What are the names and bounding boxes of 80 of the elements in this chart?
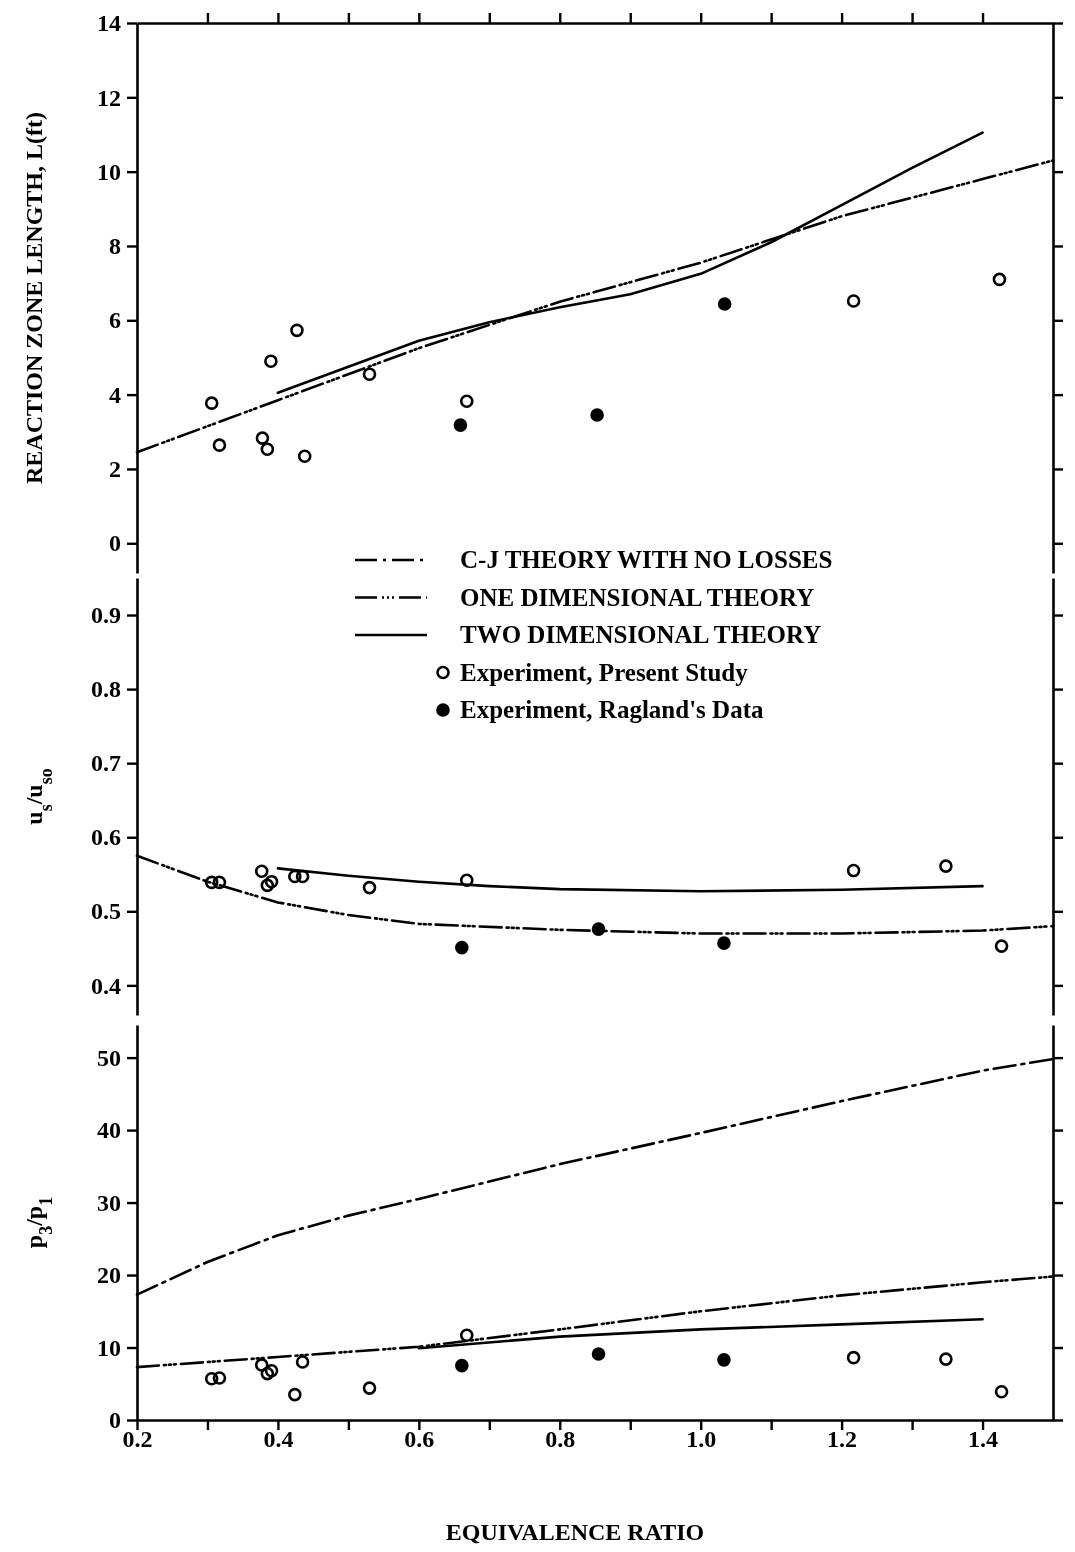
y-axis-title: REACTION ZONE LENGTH, L(ft) (21, 111, 47, 485)
y-tick-label: 0.5 (91, 898, 121, 925)
y-tick-label: 40 (97, 1117, 121, 1144)
point (939, 1352, 953, 1366)
point (994, 939, 1009, 953)
x-tick-label: 0.8 (545, 1425, 576, 1452)
point (717, 1353, 731, 1367)
point (455, 940, 469, 955)
point (254, 1358, 269, 1372)
point (264, 354, 278, 368)
point (362, 1381, 377, 1395)
point (290, 323, 304, 338)
y-tick-label: 20 (97, 1262, 121, 1289)
point (288, 869, 302, 884)
legend-label: ONE DIMENSIONAL THEORY (460, 583, 815, 611)
x-tick-label: 0.6 (404, 1425, 435, 1452)
point (288, 1387, 302, 1402)
y-tick-label: 14 (97, 10, 121, 37)
point (590, 408, 604, 422)
line-series (276, 867, 984, 893)
point (939, 859, 953, 873)
point (295, 1355, 310, 1369)
point (717, 297, 732, 311)
x-tick-label: 1.0 (686, 1425, 717, 1452)
y-tick-label: 10 (97, 158, 121, 185)
point (212, 1371, 227, 1385)
legend-label: Experiment, Present Study (460, 658, 749, 686)
point (264, 874, 279, 889)
x-tick-label: 0.4 (263, 1425, 294, 1452)
point (453, 418, 468, 432)
legend-label: Experiment, Ragland's Data (460, 696, 764, 723)
y-tick-label: 0 (109, 1407, 121, 1434)
point (362, 880, 377, 895)
y-tick-label: 4 (109, 381, 121, 408)
point (204, 396, 219, 410)
point (591, 1347, 606, 1361)
point (260, 878, 275, 893)
y-tick-label: 6 (109, 307, 121, 334)
x-tick-label: 1.4 (968, 1425, 999, 1452)
point (295, 869, 310, 884)
y-tick-label: 0.6 (91, 824, 121, 851)
y-tick-label: 8 (109, 233, 121, 260)
point (212, 875, 227, 890)
point (204, 875, 219, 890)
point (994, 1384, 1009, 1399)
point (455, 1358, 469, 1373)
y-tick-label: 0.9 (91, 602, 121, 629)
y-tick-label: 12 (97, 84, 121, 111)
y-tick-label: 10 (97, 1334, 121, 1361)
x-tick-label: 1.2 (827, 1425, 858, 1452)
point (255, 431, 270, 445)
x-tick-label: 0.2 (122, 1425, 153, 1452)
point (459, 873, 474, 887)
legend-label: TWO DIMENSIONAL THEORY (460, 621, 822, 648)
y-tick-label: 30 (97, 1189, 121, 1216)
legend-label: C-J THEORY WITH NO LOSSES (460, 546, 833, 573)
point (846, 863, 861, 878)
y-tick-label: 0 (109, 530, 121, 557)
point (260, 1366, 275, 1381)
point (459, 1328, 474, 1342)
point (591, 922, 606, 936)
y-tick-label: 2 (109, 456, 121, 483)
point (717, 936, 731, 950)
point (260, 442, 275, 457)
y-tick-label: 0.8 (91, 676, 121, 703)
y-tick-label: 0.4 (91, 972, 121, 999)
x-axis-title: EQUIVALENCE RATIO (445, 1519, 705, 1545)
point (297, 449, 312, 464)
y-tick-label: 0.7 (91, 750, 121, 777)
point (846, 294, 861, 308)
point (362, 367, 377, 381)
point (264, 1363, 279, 1378)
point (846, 1350, 861, 1365)
point (212, 438, 227, 452)
point (254, 864, 269, 879)
line-series (417, 1317, 984, 1350)
point (992, 272, 1007, 287)
point (204, 1371, 219, 1386)
y-tick-label: 50 (97, 1044, 121, 1071)
point (459, 394, 474, 409)
